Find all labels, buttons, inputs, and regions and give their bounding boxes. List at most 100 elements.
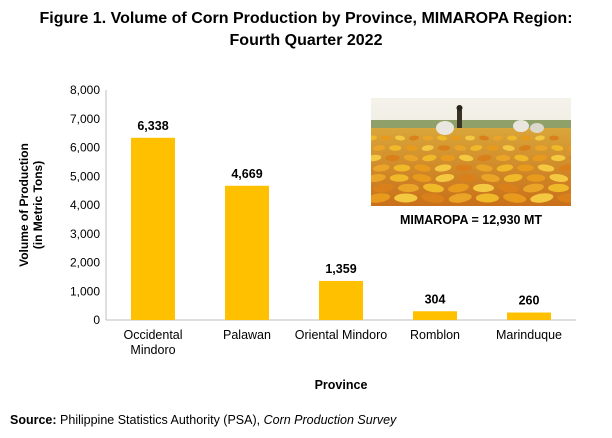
corn-cob [548,183,569,193]
corn-cob [385,154,400,162]
source-label: Source: [10,413,57,427]
corn-cob [523,183,544,193]
y-tick-label: 5,000 [70,169,100,183]
source-survey: Corn Production Survey [263,413,397,427]
chart-title-line-1: Figure 1. Volume of Corn Production by P… [39,10,573,27]
bar [319,280,363,320]
corn-cob [395,135,405,141]
source-text: Philippine Statistics Authority (PSA), [60,413,261,427]
corn-cob [477,154,492,162]
corn-cob [437,145,450,151]
bar-value-label: 6,338 [137,119,168,133]
y-axis-title: Volume of Production (in Metric Tons) [17,143,45,267]
bars: 6,338 4,669 1,359 304 260 [131,119,551,320]
corn-cob [451,135,461,141]
corn-cob [434,164,452,172]
y-axis-title-line: Volume of Production [17,143,31,267]
corn-cob [448,183,469,193]
corn-cob [389,174,409,182]
bar [413,311,457,320]
corn-cob [373,183,394,193]
corn-cob [535,145,548,151]
corn-cob [567,145,571,151]
bar-value-label: 4,669 [231,167,262,181]
corn-cob [393,164,411,172]
corn-cob [435,174,455,182]
corn-cob [459,154,474,162]
y-tick-label: 1,000 [70,284,100,298]
corn-cob [371,174,386,182]
x-tick-label: Oriental Mindoro [295,328,387,342]
corn-cob [557,193,571,203]
corn-cob [470,145,483,151]
bar-value-label: 1,359 [325,262,356,276]
corn-cob [476,164,493,172]
corn-cob [381,135,391,141]
corn-cob [503,174,523,182]
corn-cob [526,174,546,182]
corn-cob [403,154,419,162]
corn-cob [398,183,419,193]
corn-cob [394,193,418,203]
corn-cobs [371,135,571,203]
bar [225,185,269,320]
chart-title-line-2: Fourth Quarter 2022 [229,32,383,49]
corn-cob [549,135,559,141]
y-tick-label: 7,000 [70,112,100,126]
corn-cob [423,183,444,193]
y-axis-ticks: 0 1,000 2,000 3,000 4,000 5,000 6,000 7,000 8,00… [70,83,100,327]
corn-cob [481,174,500,182]
corn-cob [537,164,555,172]
y-tick-label: 4,000 [70,198,100,212]
corn-cob [371,135,377,141]
corn-cob [503,193,527,203]
corn-harvest-photo [371,98,571,206]
corn-cob [458,174,477,182]
corn-cob [498,183,519,193]
corn-cob [475,193,499,203]
corn-cob [405,145,418,151]
corn-cob [437,135,447,141]
corn-cob [518,145,531,151]
corn-cob [389,145,402,151]
y-axis-title-line: (in Metric Tons) [31,161,45,249]
corn-cob [532,154,547,162]
photo-caption: MIMAROPA = 12,930 MT [399,213,543,227]
corn-cob [517,164,534,172]
corn-cob [371,154,382,162]
corn-cob [440,154,455,162]
corn-cob [496,164,514,172]
corn-cob [521,135,531,141]
corn-cob [530,193,554,203]
corn-cob [448,193,472,203]
corn-cob [514,154,529,162]
corn-cob [455,164,472,172]
x-tick-label: Occidental [123,328,182,342]
corn-cob [558,164,571,172]
corn-cob [551,154,566,162]
corn-cob [454,145,467,151]
corn-cob [507,135,517,141]
corn-cob [422,154,437,162]
y-tick-label: 0 [93,313,100,327]
y-tick-label: 2,000 [70,256,100,270]
corn-cob [493,135,503,141]
bar-value-label: 260 [519,294,540,308]
bar [507,312,551,320]
corn-cob [409,135,419,141]
x-tick-label: Mindoro [130,343,175,357]
corn-cob [373,145,386,151]
corn-cob [414,164,431,172]
corn-cob [421,145,434,151]
corn-cob [535,135,545,141]
corn-cob [421,193,445,203]
corn-cob [412,174,432,182]
corn-cob [473,183,494,193]
corn-cob [465,135,475,141]
bar [131,137,175,320]
bar-value-label: 304 [425,292,446,306]
corn-cob [549,174,569,182]
y-tick-label: 6,000 [70,141,100,155]
